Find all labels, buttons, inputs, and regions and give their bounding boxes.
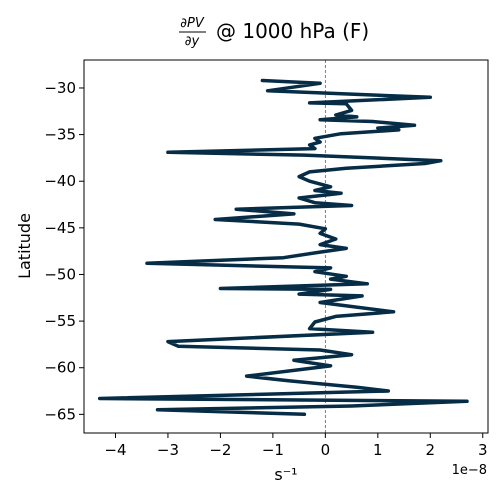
x-tick-label: −1: [262, 441, 284, 459]
title-text: @ 1000 hPa (F): [216, 19, 369, 43]
x-tick-label: 3: [478, 441, 488, 459]
x-offset-label: 1e−8: [452, 463, 487, 478]
y-tick-label: −55: [44, 312, 76, 330]
y-tick-label: −50: [44, 265, 76, 283]
title-numerator: ∂PV: [180, 16, 205, 31]
axes-frame: [84, 60, 488, 433]
y-tick-label: −35: [44, 126, 76, 144]
x-tick-label: −3: [157, 441, 179, 459]
chart-title: ∂PV ∂y @ 1000 hPa (F): [179, 16, 369, 49]
x-tick-label: −4: [104, 441, 126, 459]
y-tick-label: −45: [44, 219, 76, 237]
y-axis-label: Latitude: [15, 213, 34, 279]
x-tick-label: 0: [321, 441, 331, 459]
x-tick-label: 1: [373, 441, 383, 459]
x-axis-label: s⁻¹: [274, 465, 297, 484]
y-tick-label: −40: [44, 172, 76, 190]
title-denominator: ∂y: [185, 34, 200, 49]
series-line: [100, 81, 467, 415]
series-layer: [100, 81, 467, 415]
plot-area: −4 −3 −2 −1 0 1 2 3 −30 −35 −40 −45 −50 −55 −60 −65: [44, 60, 488, 459]
x-tick-label: −2: [209, 441, 231, 459]
y-tick-label: −60: [44, 359, 76, 377]
y-tick-label: −30: [44, 79, 76, 97]
x-axis-ticks: −4 −3 −2 −1 0 1 2 3: [104, 433, 487, 459]
y-tick-label: −65: [44, 405, 76, 423]
y-axis-ticks: −30 −35 −40 −45 −50 −55 −60 −65: [44, 79, 84, 423]
x-tick-label: 2: [426, 441, 436, 459]
